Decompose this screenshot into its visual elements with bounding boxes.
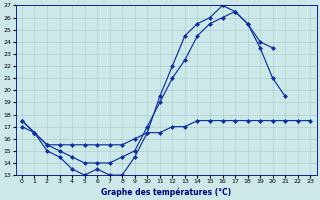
X-axis label: Graphe des températures (°C): Graphe des températures (°C) — [101, 187, 231, 197]
